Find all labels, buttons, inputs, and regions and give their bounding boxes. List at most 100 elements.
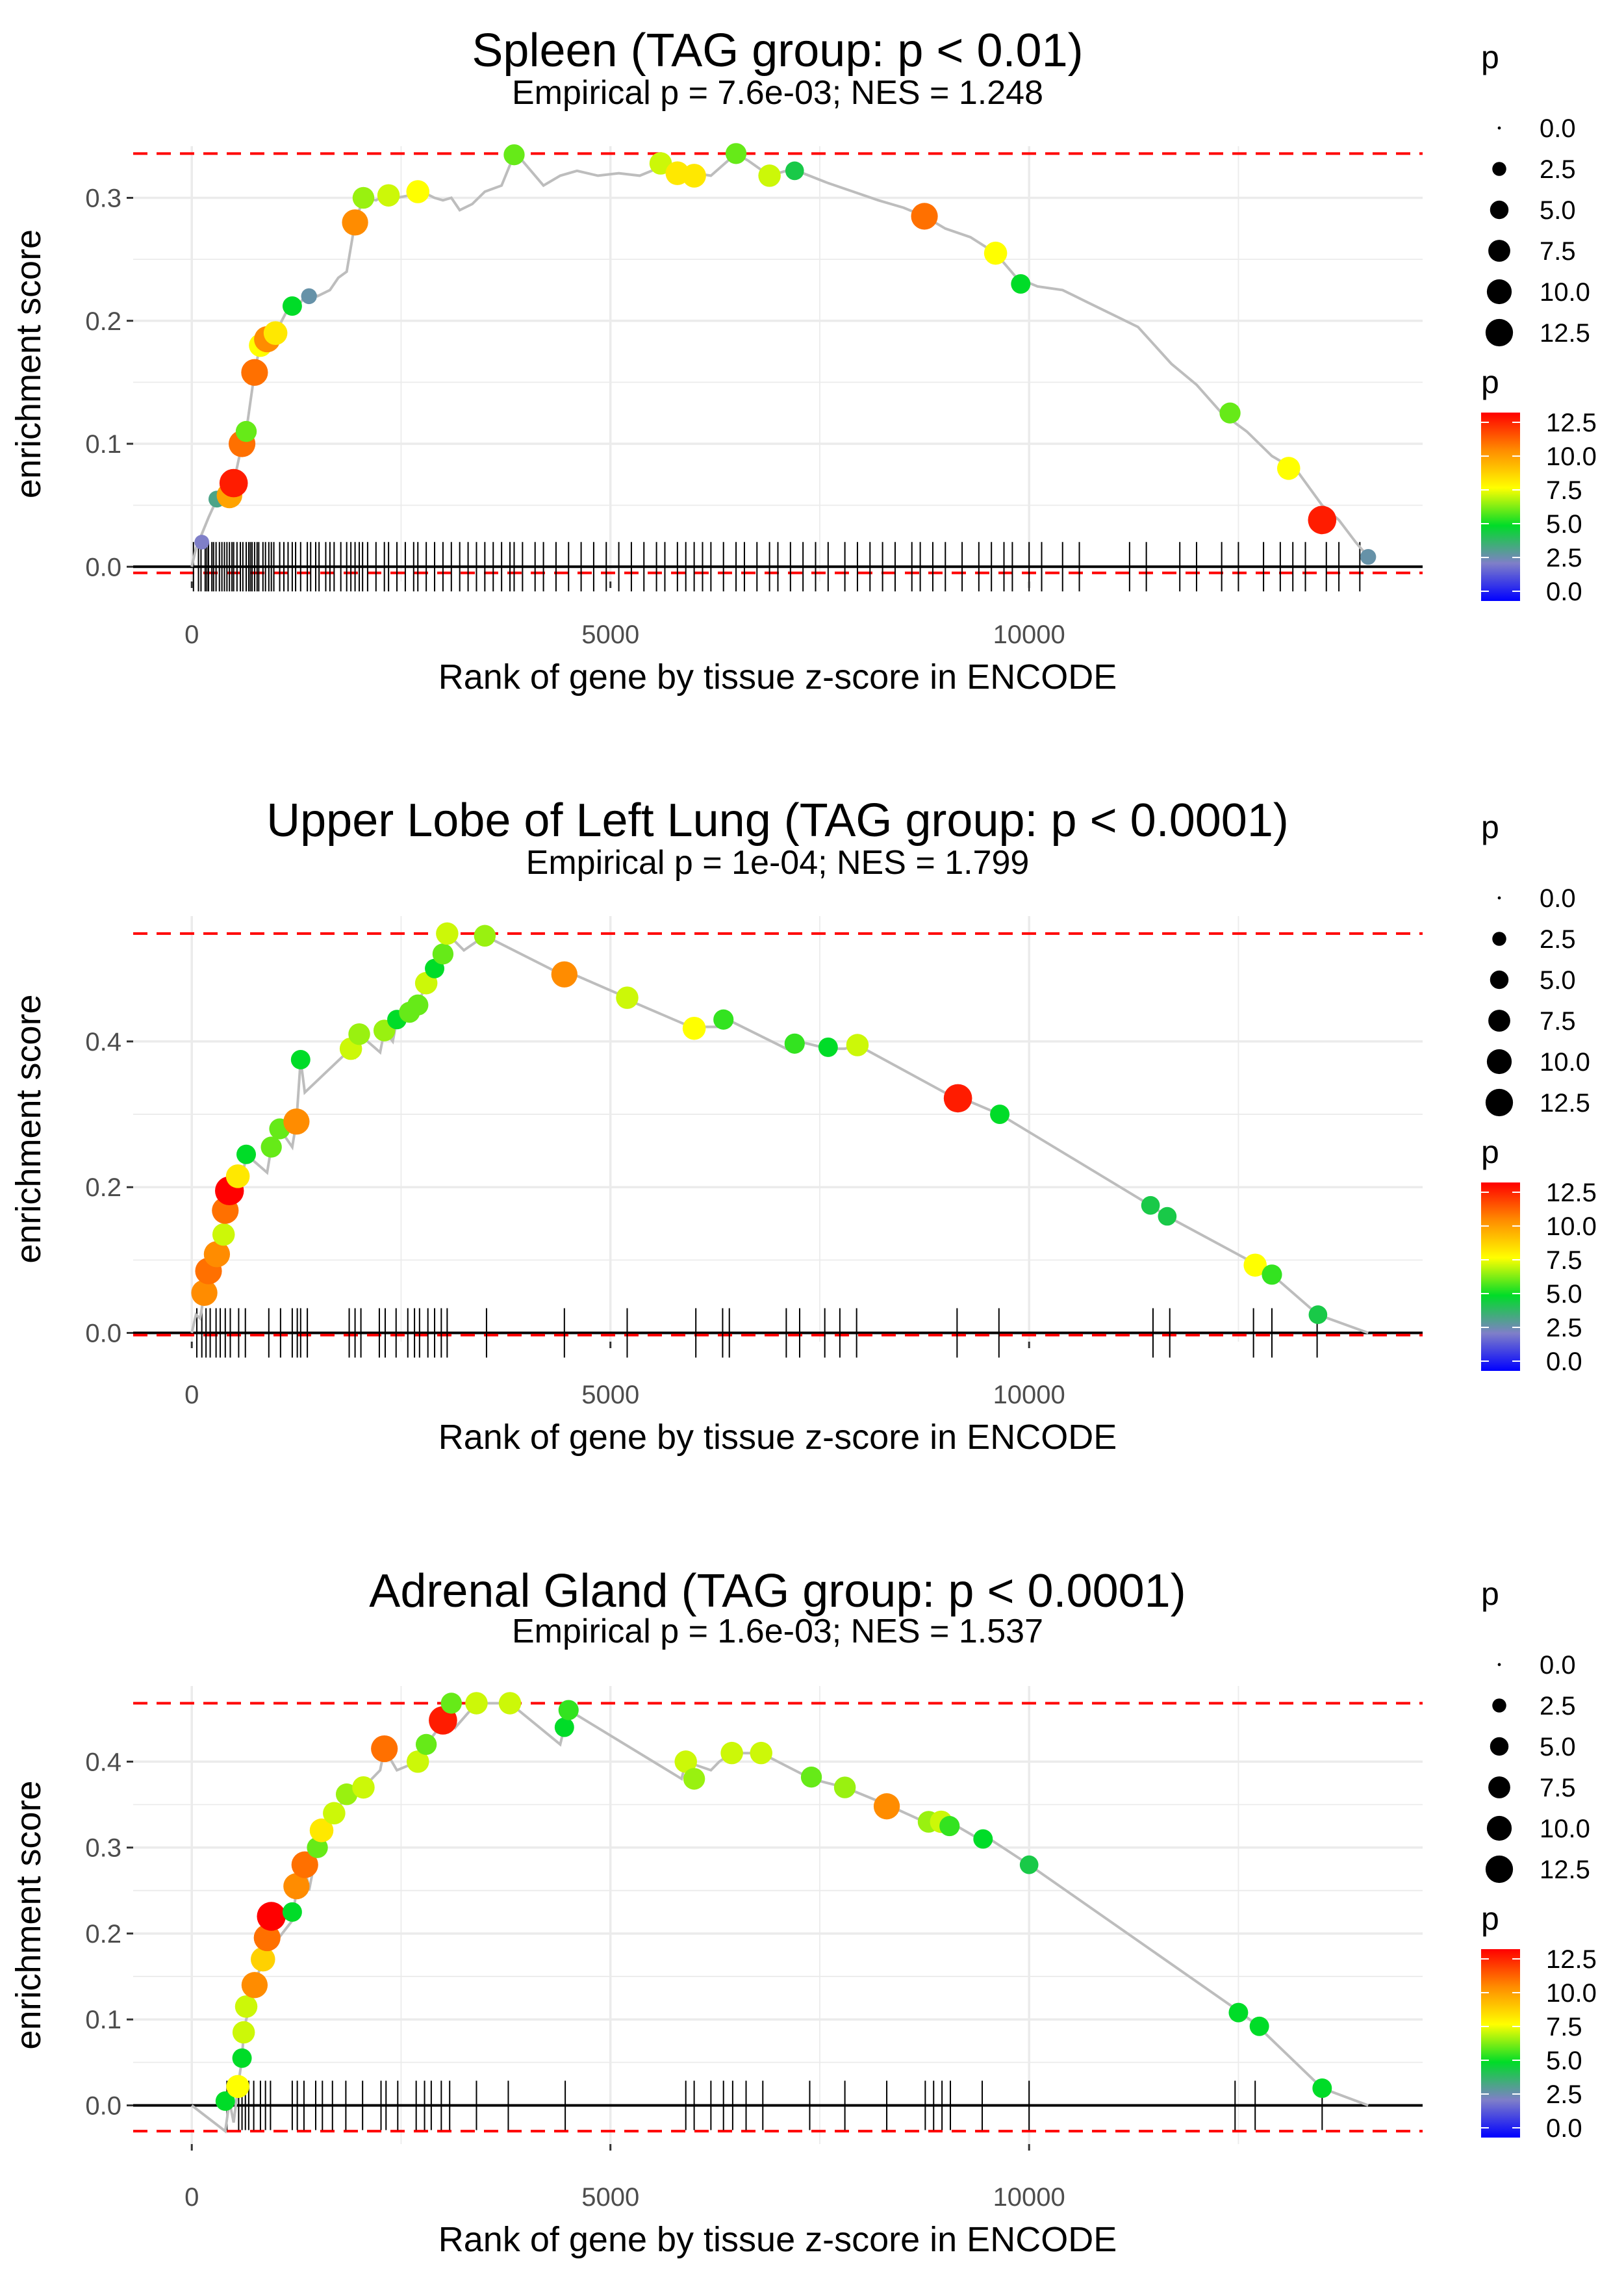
enrichment-point [309, 1818, 334, 1843]
enrichment-point [682, 1016, 706, 1040]
enrichment-point [1141, 1195, 1160, 1215]
legend-size-dot [1492, 932, 1506, 946]
legend-color-label: 10.0 [1546, 1212, 1597, 1241]
x-tick-label: 10000 [993, 1381, 1065, 1409]
legend-color-label: 2.5 [1546, 544, 1582, 572]
y-tick-label: 0.4 [85, 1028, 121, 1056]
legend-size: p 0.0 2.5 5.0 7.5 10.0 12.5 [1481, 809, 1590, 1118]
legend-color-label: 12.5 [1546, 409, 1597, 437]
legend-color: p 12.5 10.0 7.5 5.0 2.5 0.0 [1481, 1134, 1597, 1376]
enrichment-point [465, 1692, 488, 1715]
legend-size-title: p [1481, 1576, 1499, 1612]
enrichment-point [257, 1902, 286, 1931]
legend-size-label: 0.0 [1540, 1651, 1576, 1680]
enrichment-point [335, 1783, 358, 1806]
legend-size-dot [1497, 1663, 1501, 1667]
chart-subtitle: Empirical p = 7.6e-03; NES = 1.248 [512, 74, 1043, 112]
legend-size: p 0.0 2.5 5.0 7.5 10.0 12.5 [1481, 1576, 1590, 1884]
y-tick-label: 0.2 [85, 1920, 121, 1948]
legend-color-label: 7.5 [1546, 476, 1582, 505]
enrichment-point [818, 1037, 838, 1057]
enrichment-point [990, 1105, 1010, 1125]
enrichment-point [203, 1241, 231, 1268]
enrichment-point [282, 296, 302, 316]
legend-size-dot [1490, 1737, 1509, 1756]
legend-color-label: 12.5 [1546, 1179, 1597, 1207]
legend-color-bar [1481, 1949, 1520, 2138]
legend-size-dot [1486, 1815, 1512, 1841]
enrichment-point [212, 1223, 235, 1246]
x-tick-label: 0 [184, 1381, 199, 1409]
x-tick-label: 5000 [581, 2183, 639, 2212]
enrichment-point [713, 1009, 734, 1030]
enrichment-point [725, 143, 747, 164]
y-tick-label: 0.0 [85, 1320, 121, 1348]
legend-size-dot [1485, 1855, 1514, 1884]
enrichment-point [973, 1829, 993, 1849]
panel-2: Upper Lobe of Left Lung (TAG group: p < … [9, 795, 1597, 1457]
x-axis-title: Rank of gene by tissue z-score in ENCODE [438, 1418, 1117, 1457]
y-tick-label: 0.2 [85, 1173, 121, 1202]
legend-size-label: 2.5 [1540, 1692, 1576, 1720]
legend-color-label: 12.5 [1546, 1945, 1597, 1974]
legend-size-dot [1485, 1088, 1514, 1117]
enrichment-point [432, 943, 454, 965]
x-axis-title: Rank of gene by tissue z-score in ENCODE [438, 2220, 1117, 2259]
enrichment-point [1312, 2078, 1332, 2099]
enrichment-point [235, 420, 257, 442]
enrichment-point [1019, 1855, 1039, 1874]
legend-size-dot [1488, 240, 1510, 262]
x-tick-label: 0 [184, 620, 199, 649]
legend-size-dot [1497, 896, 1501, 900]
enrichment-point [1243, 1253, 1267, 1277]
enrichment-point [758, 164, 781, 187]
enrichment-point [191, 1279, 218, 1306]
enrichment-point [251, 1947, 275, 1972]
enrichment-point [1228, 2002, 1249, 2023]
enrichment-point [1219, 402, 1241, 424]
enrichment-point [436, 922, 459, 945]
legend-size-title: p [1481, 809, 1499, 845]
enrichment-point [283, 1108, 310, 1135]
y-tick-label: 0.2 [85, 307, 121, 336]
enrichment-point [348, 1023, 370, 1045]
legend-size-label: 12.5 [1540, 319, 1590, 348]
chart-title: Adrenal Gland (TAG group: p < 0.0001) [369, 1565, 1186, 1617]
legend-size-dot [1492, 1698, 1506, 1713]
enrichment-point [911, 203, 938, 230]
enrichment-point [1360, 548, 1377, 565]
y-tick-label: 0.3 [85, 1834, 121, 1863]
enrichment-point [232, 2021, 255, 2044]
x-tick-label: 0 [184, 2183, 199, 2212]
enrichment-point [983, 241, 1008, 265]
x-tick-label: 5000 [581, 1381, 639, 1409]
legend-color-label: 5.0 [1546, 2047, 1582, 2075]
legend-size-label: 12.5 [1540, 1856, 1590, 1884]
enrichment-point [503, 144, 525, 166]
panel-1: Spleen (TAG group: p < 0.01)Empirical p … [9, 25, 1597, 696]
enrichment-point [1276, 457, 1300, 480]
legend-color-label: 0.0 [1546, 1348, 1582, 1376]
enrichment-point [474, 925, 496, 947]
enrichment-point [785, 161, 804, 181]
enrichment-point [1158, 1207, 1177, 1226]
panel-3: Adrenal Gland (TAG group: p < 0.0001)Emp… [9, 1565, 1597, 2259]
enrichment-point [406, 180, 430, 203]
enrichment-point [241, 359, 268, 386]
legend-color: p 12.5 10.0 7.5 5.0 2.5 0.0 [1481, 364, 1597, 606]
enrichment-point [371, 1735, 398, 1763]
legend-size-label: 7.5 [1540, 1007, 1576, 1036]
legend-size-dot [1492, 162, 1506, 176]
legend-size-dot [1486, 279, 1512, 305]
legend-size-dot [1490, 970, 1509, 990]
y-tick-label: 0.0 [85, 553, 121, 581]
y-tick-label: 0.4 [85, 1748, 121, 1776]
x-tick-label: 10000 [993, 620, 1065, 649]
legend-color-label: 0.0 [1546, 2114, 1582, 2143]
legend-size-label: 10.0 [1540, 278, 1590, 307]
legend-size-label: 12.5 [1540, 1089, 1590, 1118]
legend-size-label: 7.5 [1540, 237, 1576, 266]
enrichment-point [943, 1084, 972, 1113]
enrichment-point [674, 1750, 697, 1773]
enrichment-point [236, 1144, 256, 1164]
